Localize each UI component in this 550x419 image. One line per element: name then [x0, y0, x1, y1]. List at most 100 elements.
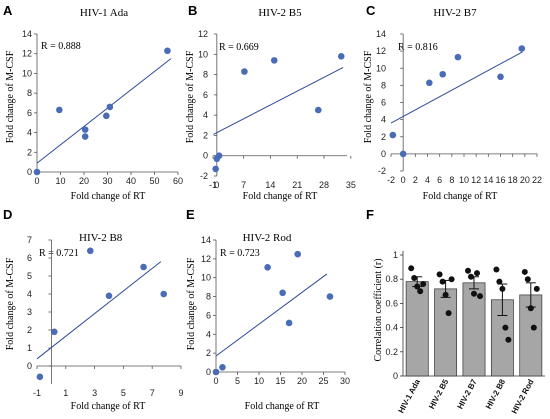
- x-tick-label: 7: [241, 180, 246, 190]
- x-tick-label: 16: [495, 175, 505, 185]
- data-point: [50, 328, 58, 336]
- x-category-label: HIV-2 Rod: [510, 378, 536, 416]
- trendline: [215, 273, 328, 357]
- y-tick-label: 6: [27, 108, 32, 118]
- y-tick-label: 10: [198, 49, 208, 59]
- x-tick-label: 21: [292, 180, 302, 190]
- data-point: [337, 53, 345, 60]
- data-point: [81, 133, 89, 140]
- data-point: [285, 319, 293, 327]
- x-tick-label: -1: [209, 180, 217, 190]
- x-tick-label: 10: [254, 376, 264, 386]
- replicate-point: [417, 288, 424, 295]
- panel-a-title: HIV-1 Ada: [80, 7, 128, 19]
- replicate-point: [420, 281, 427, 288]
- x-tick-label: 12: [471, 175, 481, 185]
- y-tick-label: 12: [198, 29, 208, 39]
- replicate-point: [533, 285, 540, 292]
- replicate-point: [505, 336, 512, 343]
- replicate-point: [502, 324, 509, 331]
- y-tick-label: 12: [201, 254, 211, 264]
- y-tick-label: 0.2: [385, 347, 398, 357]
- replicate-point: [530, 324, 537, 331]
- x-tick-label: 14: [483, 175, 493, 185]
- x-tick-label: 0: [401, 175, 406, 185]
- x-tick-label: 14: [265, 180, 275, 190]
- panel-d-annotation: R = 0.721: [39, 248, 79, 259]
- y-tick-label: 6: [203, 90, 208, 100]
- panel-b-ylabel: Fold change of M-CSF: [185, 50, 196, 143]
- trendline: [36, 261, 162, 360]
- panel-e: E HIV-2 Rod R = 0.723 Fold change of RT …: [186, 207, 350, 412]
- y-tick-label: 8: [206, 292, 211, 302]
- y-tick-label: 0: [203, 151, 208, 161]
- replicate-point: [448, 276, 455, 283]
- x-category-label: HIV-2 B7: [456, 377, 479, 410]
- replicate-point: [496, 278, 503, 285]
- x-tick-label: 15: [275, 376, 285, 386]
- x-tick-label: 30: [102, 176, 112, 186]
- x-tick-label: 7: [150, 388, 155, 398]
- y-tick-label: 12: [376, 46, 386, 56]
- data-point: [212, 165, 219, 173]
- data-point: [270, 57, 278, 64]
- panel-d-xlabel: Fold change of RT: [71, 401, 146, 412]
- x-tick-label: 10: [459, 175, 469, 185]
- y-tick-label: 8: [27, 88, 32, 98]
- x-tick-label: 60: [173, 176, 183, 186]
- panel-d-plot: -1 1 3 5 7 9 0 1 2 3 4 5 6 7: [27, 235, 184, 398]
- data-point: [33, 168, 41, 176]
- replicate-point: [524, 276, 531, 283]
- y-tick-label: 4: [27, 128, 32, 138]
- y-tick-label: 1: [393, 250, 398, 260]
- panel-b-xlabel: Fold change of RT: [243, 191, 318, 202]
- y-tick-label: 2: [206, 348, 211, 358]
- trendline: [36, 58, 172, 164]
- y-tick-label: 1: [27, 343, 32, 353]
- y-tick-label: 5: [27, 271, 32, 281]
- y-tick-label: 0.6: [385, 298, 398, 308]
- y-tick-label: 10: [201, 273, 211, 283]
- replicate-point: [442, 291, 449, 298]
- data-point: [105, 292, 113, 300]
- panel-e-annotation: R = 0.723: [220, 248, 260, 259]
- data-point: [294, 250, 302, 258]
- panel-a-plot: 0 10 20 30 40 50 60 0 2 4 6 8 10 12 14: [22, 29, 183, 186]
- panel-d-ylabel: Fold change of M-CSF: [5, 257, 16, 350]
- x-tick-label: 18: [508, 175, 518, 185]
- data-point: [106, 103, 114, 111]
- replicate-point: [414, 283, 421, 290]
- data-point: [279, 289, 286, 297]
- y-tick-label: 12: [22, 49, 32, 59]
- y-tick-label: 4: [203, 110, 208, 120]
- y-tick-label: 10: [376, 63, 386, 73]
- panel-a: A HIV-1 Ada R = 0.888 Fold change of RT …: [3, 3, 183, 202]
- replicate-point: [436, 271, 443, 278]
- panel-e-xlabel: Fold change of RT: [245, 401, 320, 412]
- panel-d-title: HIV-2 B8: [79, 232, 123, 244]
- data-point: [497, 73, 504, 81]
- x-tick-label: 0: [214, 180, 219, 190]
- y-tick-label: 0.4: [385, 323, 398, 333]
- x-tick-label: 3: [92, 388, 97, 398]
- replicate-point: [439, 278, 446, 285]
- x-tick-label: 9: [178, 388, 183, 398]
- y-tick-label: 8: [203, 70, 208, 80]
- y-tick-label: 2: [27, 325, 32, 335]
- data-point: [81, 126, 89, 133]
- x-tick-label: 22: [532, 175, 542, 185]
- panel-b-annotation: R = 0.669: [219, 42, 259, 53]
- replicate-point: [411, 274, 418, 281]
- y-tick-label: 7: [27, 235, 32, 245]
- replicate-point: [474, 270, 480, 277]
- panel-letter-e: E: [186, 207, 195, 222]
- x-tick-label: 25: [318, 376, 328, 386]
- x-tick-label: 4: [425, 175, 430, 185]
- x-category-label: HIV-2 B8: [484, 377, 507, 410]
- data-point: [86, 247, 94, 255]
- replicate-point: [527, 305, 534, 312]
- data-point: [241, 68, 248, 75]
